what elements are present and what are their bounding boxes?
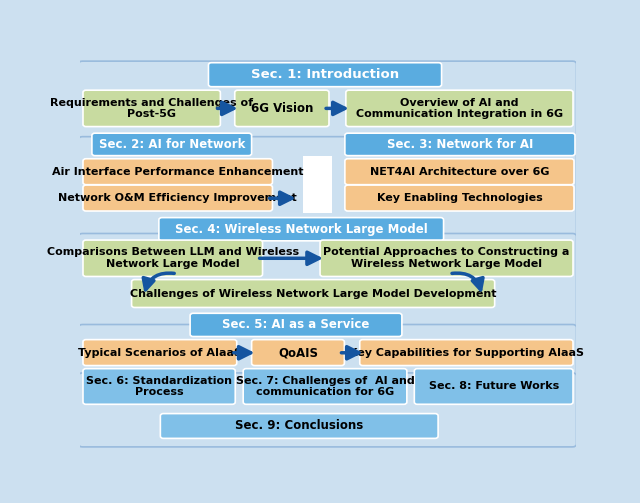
Text: Comparisons Between LLM and Wireless
Network Large Model: Comparisons Between LLM and Wireless Net… (47, 247, 299, 269)
FancyBboxPatch shape (252, 340, 344, 366)
FancyBboxPatch shape (345, 185, 574, 211)
FancyBboxPatch shape (79, 373, 577, 447)
FancyBboxPatch shape (303, 156, 332, 213)
FancyBboxPatch shape (243, 369, 407, 404)
FancyBboxPatch shape (345, 133, 575, 155)
FancyBboxPatch shape (83, 185, 273, 211)
FancyBboxPatch shape (209, 63, 442, 87)
Text: Sec. 2: AI for Network: Sec. 2: AI for Network (99, 138, 245, 151)
Text: Sec. 1: Introduction: Sec. 1: Introduction (251, 68, 399, 81)
FancyBboxPatch shape (79, 233, 577, 329)
FancyBboxPatch shape (79, 324, 577, 377)
Text: Potential Approaches to Constructing a
Wireless Network Large Model: Potential Approaches to Constructing a W… (323, 247, 570, 269)
Text: 6G Vision: 6G Vision (251, 102, 313, 115)
Text: Air Interface Performance Enhancement: Air Interface Performance Enhancement (52, 166, 303, 177)
Text: QoAIS: QoAIS (278, 346, 318, 359)
Text: Requirements and Challenges of
Post-5G: Requirements and Challenges of Post-5G (50, 98, 253, 119)
FancyBboxPatch shape (346, 90, 573, 127)
Text: Sec. 7: Challenges of  AI and
communication for 6G: Sec. 7: Challenges of AI and communicati… (236, 376, 414, 397)
FancyBboxPatch shape (345, 159, 574, 185)
FancyBboxPatch shape (83, 240, 262, 277)
FancyBboxPatch shape (83, 90, 220, 127)
Text: Network O&M Efficiency Improvement: Network O&M Efficiency Improvement (58, 193, 297, 203)
Text: NET4AI Architecture over 6G: NET4AI Architecture over 6G (370, 166, 549, 177)
FancyBboxPatch shape (190, 313, 402, 337)
FancyBboxPatch shape (414, 369, 573, 404)
Text: Typical Scenarios of AIaaS: Typical Scenarios of AIaaS (78, 348, 242, 358)
Text: Sec. 6: Standardization
Process: Sec. 6: Standardization Process (86, 376, 232, 397)
Text: Sec. 3: Network for AI: Sec. 3: Network for AI (387, 138, 533, 151)
FancyBboxPatch shape (79, 137, 577, 238)
Text: Sec. 8: Future Works: Sec. 8: Future Works (429, 381, 559, 391)
FancyBboxPatch shape (320, 240, 573, 277)
FancyBboxPatch shape (235, 90, 329, 127)
Text: Overview of AI and
Communication Integration in 6G: Overview of AI and Communication Integra… (356, 98, 563, 119)
FancyBboxPatch shape (83, 340, 237, 366)
Text: Sec. 5: AI as a Service: Sec. 5: AI as a Service (222, 318, 370, 331)
FancyBboxPatch shape (83, 369, 236, 404)
Text: Key Enabling Technologies: Key Enabling Technologies (376, 193, 542, 203)
FancyBboxPatch shape (92, 133, 252, 155)
FancyBboxPatch shape (83, 159, 273, 185)
Text: Sec. 9: Conclusions: Sec. 9: Conclusions (235, 420, 364, 433)
Text: Challenges of Wireless Network Large Model Development: Challenges of Wireless Network Large Mod… (130, 289, 497, 298)
FancyBboxPatch shape (161, 413, 438, 439)
FancyBboxPatch shape (79, 61, 577, 141)
Text: Sec. 4: Wireless Network Large Model: Sec. 4: Wireless Network Large Model (175, 223, 428, 236)
FancyBboxPatch shape (360, 340, 573, 366)
FancyBboxPatch shape (132, 280, 495, 307)
FancyBboxPatch shape (159, 218, 444, 241)
Text: Key Capabilities for Supporting AIaaS: Key Capabilities for Supporting AIaaS (349, 348, 584, 358)
